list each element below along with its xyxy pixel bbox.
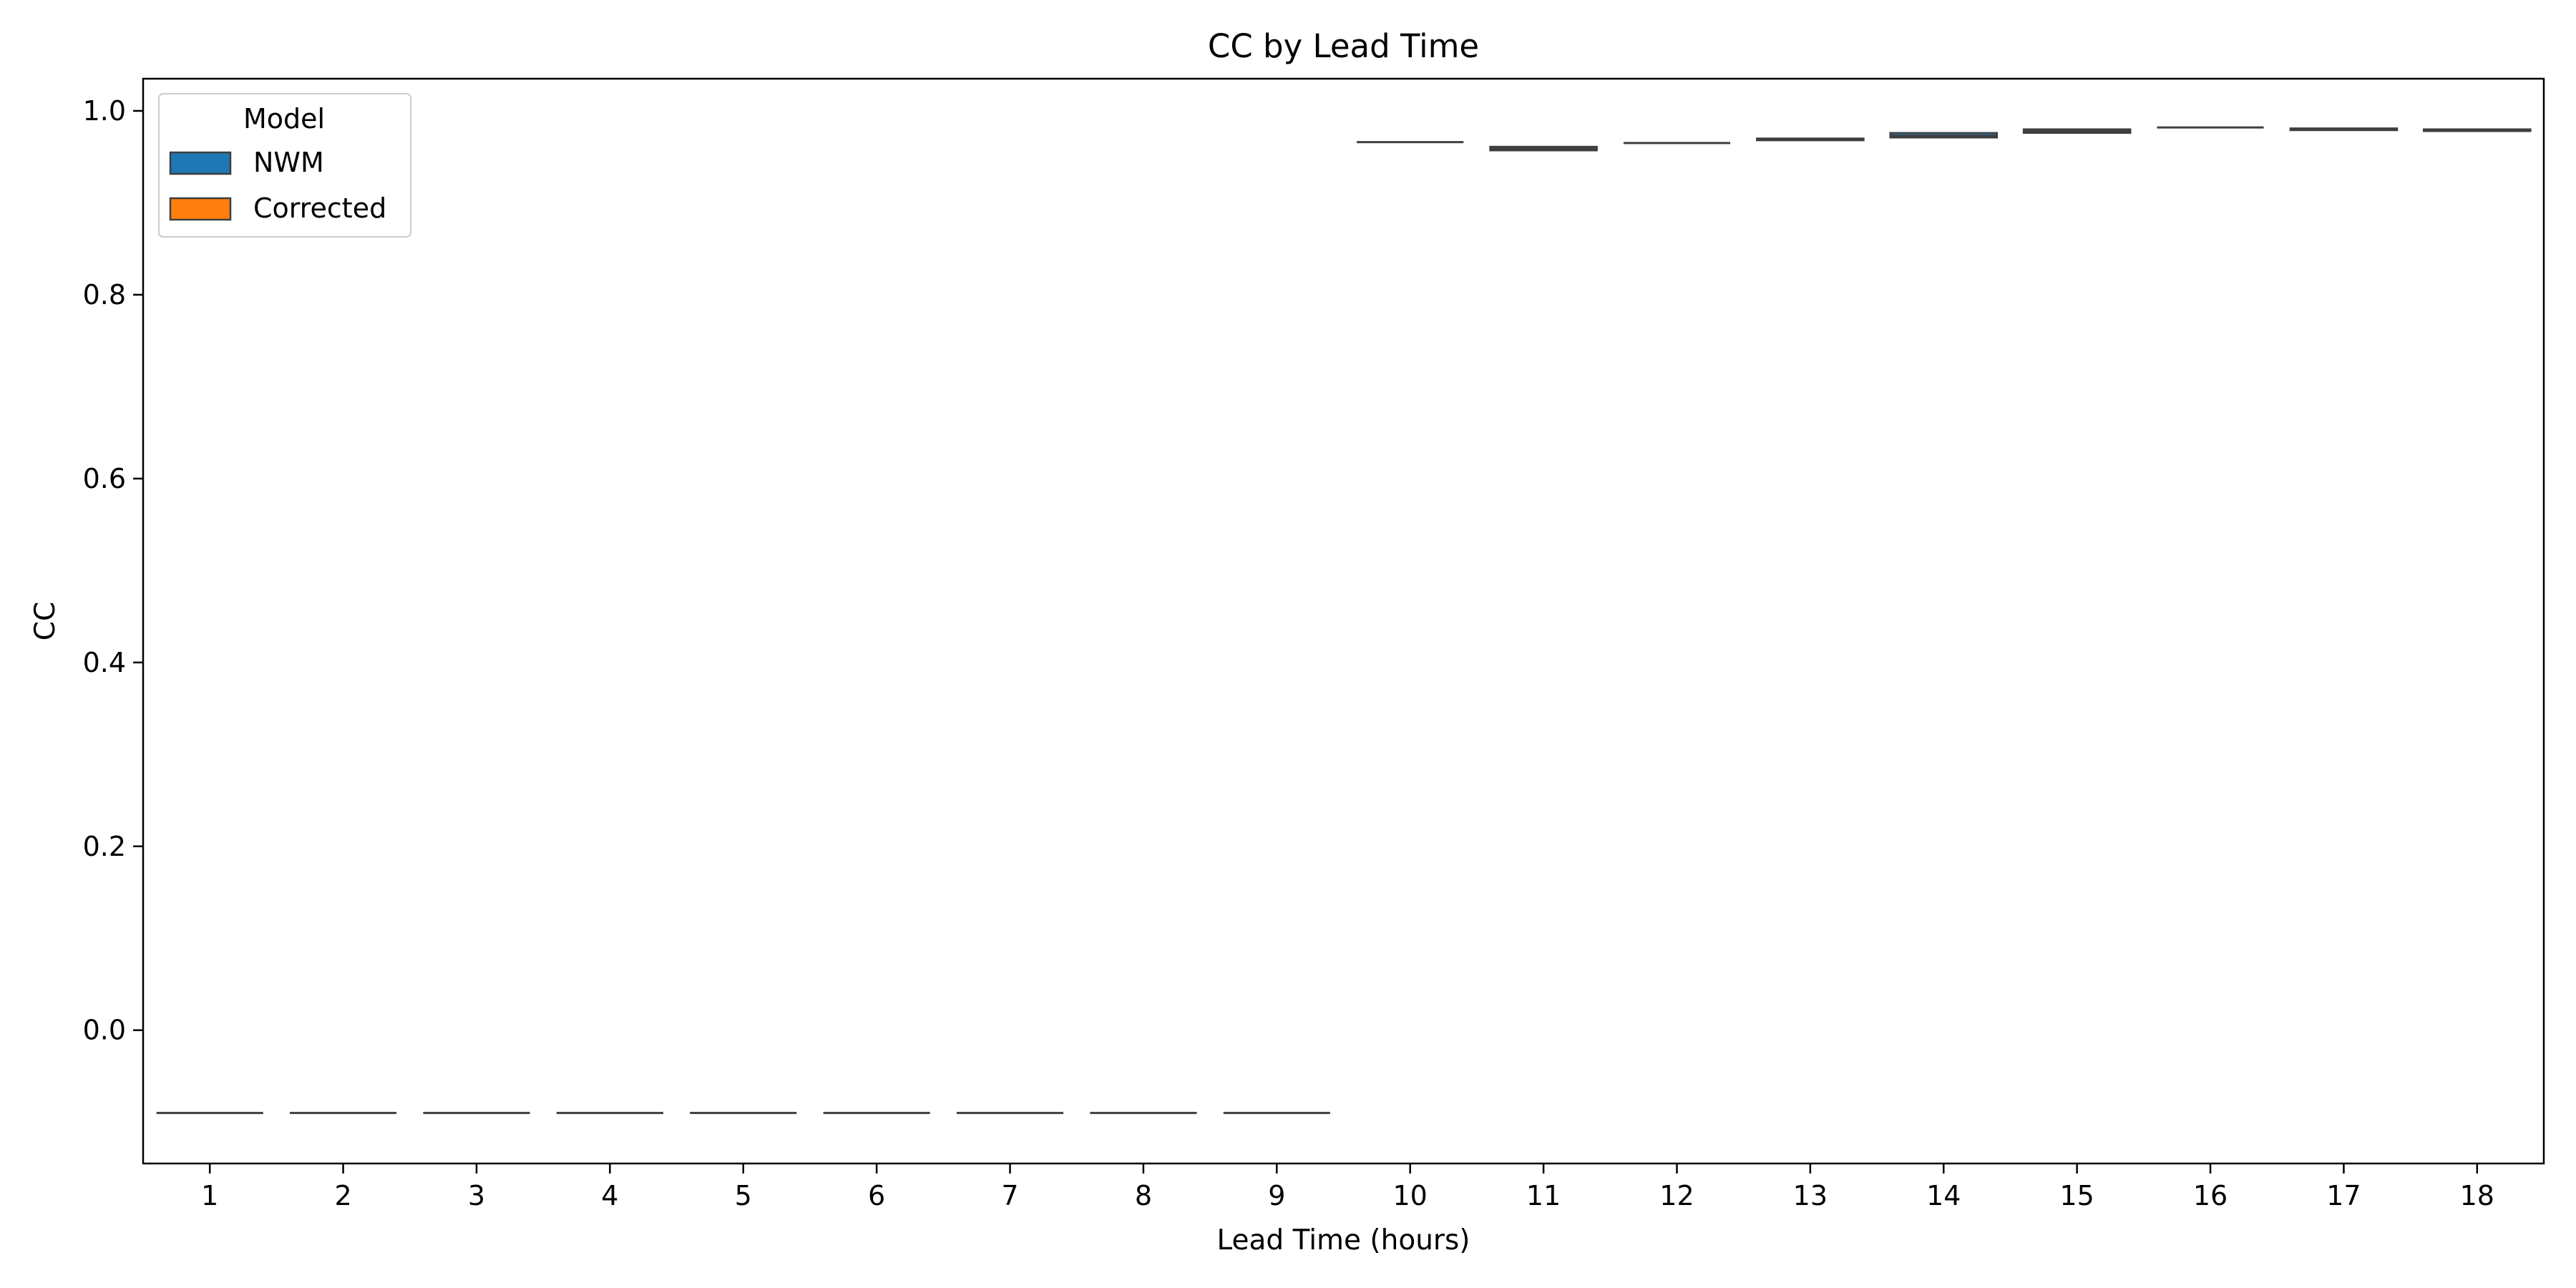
y-axis: 0.0 0.2 0.4 0.6 0.8 1.0 [83,95,143,1046]
x-tick-label: 17 [2326,1180,2361,1211]
x-tick-label: 10 [1393,1180,1428,1211]
plot-frame [142,77,2545,1165]
x-tick-label: 11 [1526,1180,1561,1211]
box-lead-14 [1889,132,1999,139]
y-tick-label: 0.6 [83,463,126,494]
x-tick-label: 3 [468,1180,485,1211]
y-tick-label: 1.0 [83,95,126,127]
y-tick-label: 0.4 [83,647,126,678]
x-tick-label: 8 [1135,1180,1152,1211]
box-lead-15 [2022,128,2132,135]
chart-title: CC by Lead Time [1208,27,1479,65]
legend-entries: NWM Corrected [169,147,386,224]
box-lead-11 [1489,145,1598,152]
x-tick-label: 12 [1659,1180,1694,1211]
x-axis-label: Lead Time (hours) [1216,1224,1470,1257]
x-tick-label: 4 [601,1180,618,1211]
legend: Model NWM Corrected [158,93,411,238]
x-tick-label: 16 [2193,1180,2228,1211]
y-tick-label: 0.2 [83,831,126,862]
x-tick-label: 7 [1001,1180,1018,1211]
y-tick-label: 0.0 [83,1015,126,1046]
box-lead-18 [2423,128,2532,132]
legend-title: Model [243,103,325,135]
x-tick-label: 14 [1926,1180,1961,1211]
box-lead-17 [2289,127,2399,132]
x-tick-label: 18 [2460,1180,2494,1211]
y-axis-label: CC [29,602,62,640]
x-tick-label: 13 [1793,1180,1828,1211]
x-tick-label: 5 [735,1180,752,1211]
legend-label: NWM [253,147,324,178]
y-tick-label: 0.8 [83,279,126,311]
x-tick-label: 9 [1268,1180,1285,1211]
legend-swatch [169,197,232,221]
box-lead-13 [1756,137,1865,142]
legend-swatch [169,151,232,175]
x-tick-label: 6 [868,1180,885,1211]
x-tick-label: 2 [334,1180,351,1211]
legend-label: Corrected [253,192,386,224]
x-axis: 1 2 3 4 5 6 7 8 9 10 11 12 13 14 15 16 17 18 [201,1163,2494,1211]
x-tick-label: 15 [2059,1180,2094,1211]
x-tick-label: 1 [201,1180,218,1211]
plot-area [156,126,2532,1114]
